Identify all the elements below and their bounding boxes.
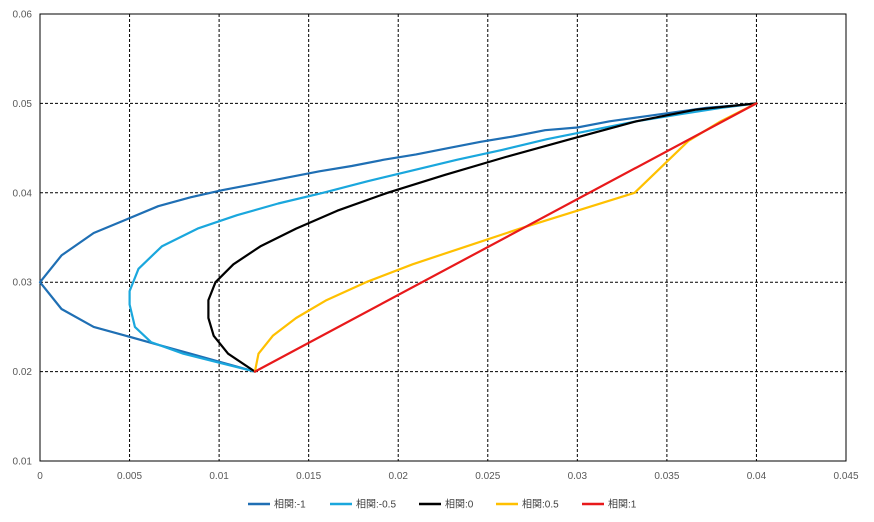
x-tick-label: 0.02: [388, 471, 408, 482]
y-tick-label: 0.04: [13, 188, 33, 199]
y-tick-label: 0.05: [13, 99, 33, 110]
x-tick-label: 0.035: [654, 471, 679, 482]
series-line-4: [253, 102, 758, 373]
legend: 相関:-1 相関:-0.5 相関:0 相関:0.5 相関:1: [248, 498, 637, 511]
x-tick-label: 0.03: [568, 471, 588, 482]
y-tick-label: 0.02: [13, 367, 33, 378]
y-tick-label: 0.06: [13, 10, 33, 21]
x-tick-label: 0: [37, 471, 43, 482]
legend-label-0: 相関:-1: [274, 498, 306, 511]
series-line-3: [253, 102, 758, 373]
x-tick-label: 0.005: [117, 471, 142, 482]
series-line-2: [207, 102, 758, 373]
series-line-0: [38, 102, 758, 373]
series-line-1: [128, 102, 758, 373]
x-tick-label: 0.025: [475, 471, 500, 482]
tick-labels: 0 0.005 0.01 0.015 0.02 0.025 0.03 0.035 0.04 0.0…: [13, 10, 859, 483]
x-tick-label: 0.045: [833, 471, 858, 482]
x-tick-label: 0.04: [747, 471, 767, 482]
y-tick-label: 0.01: [13, 457, 33, 468]
legend-label-3: 相関:0.5: [522, 498, 559, 511]
y-tick-label: 0.03: [13, 278, 33, 289]
series: [38, 102, 758, 373]
x-tick-label: 0.015: [296, 471, 321, 482]
x-tick-label: 0.01: [209, 471, 229, 482]
grid: [40, 14, 846, 461]
legend-label-2: 相関:0: [445, 498, 474, 511]
legend-label-1: 相関:-0.5: [356, 498, 396, 511]
legend-label-4: 相関:1: [608, 498, 637, 511]
plot-area-border: [39, 13, 847, 462]
